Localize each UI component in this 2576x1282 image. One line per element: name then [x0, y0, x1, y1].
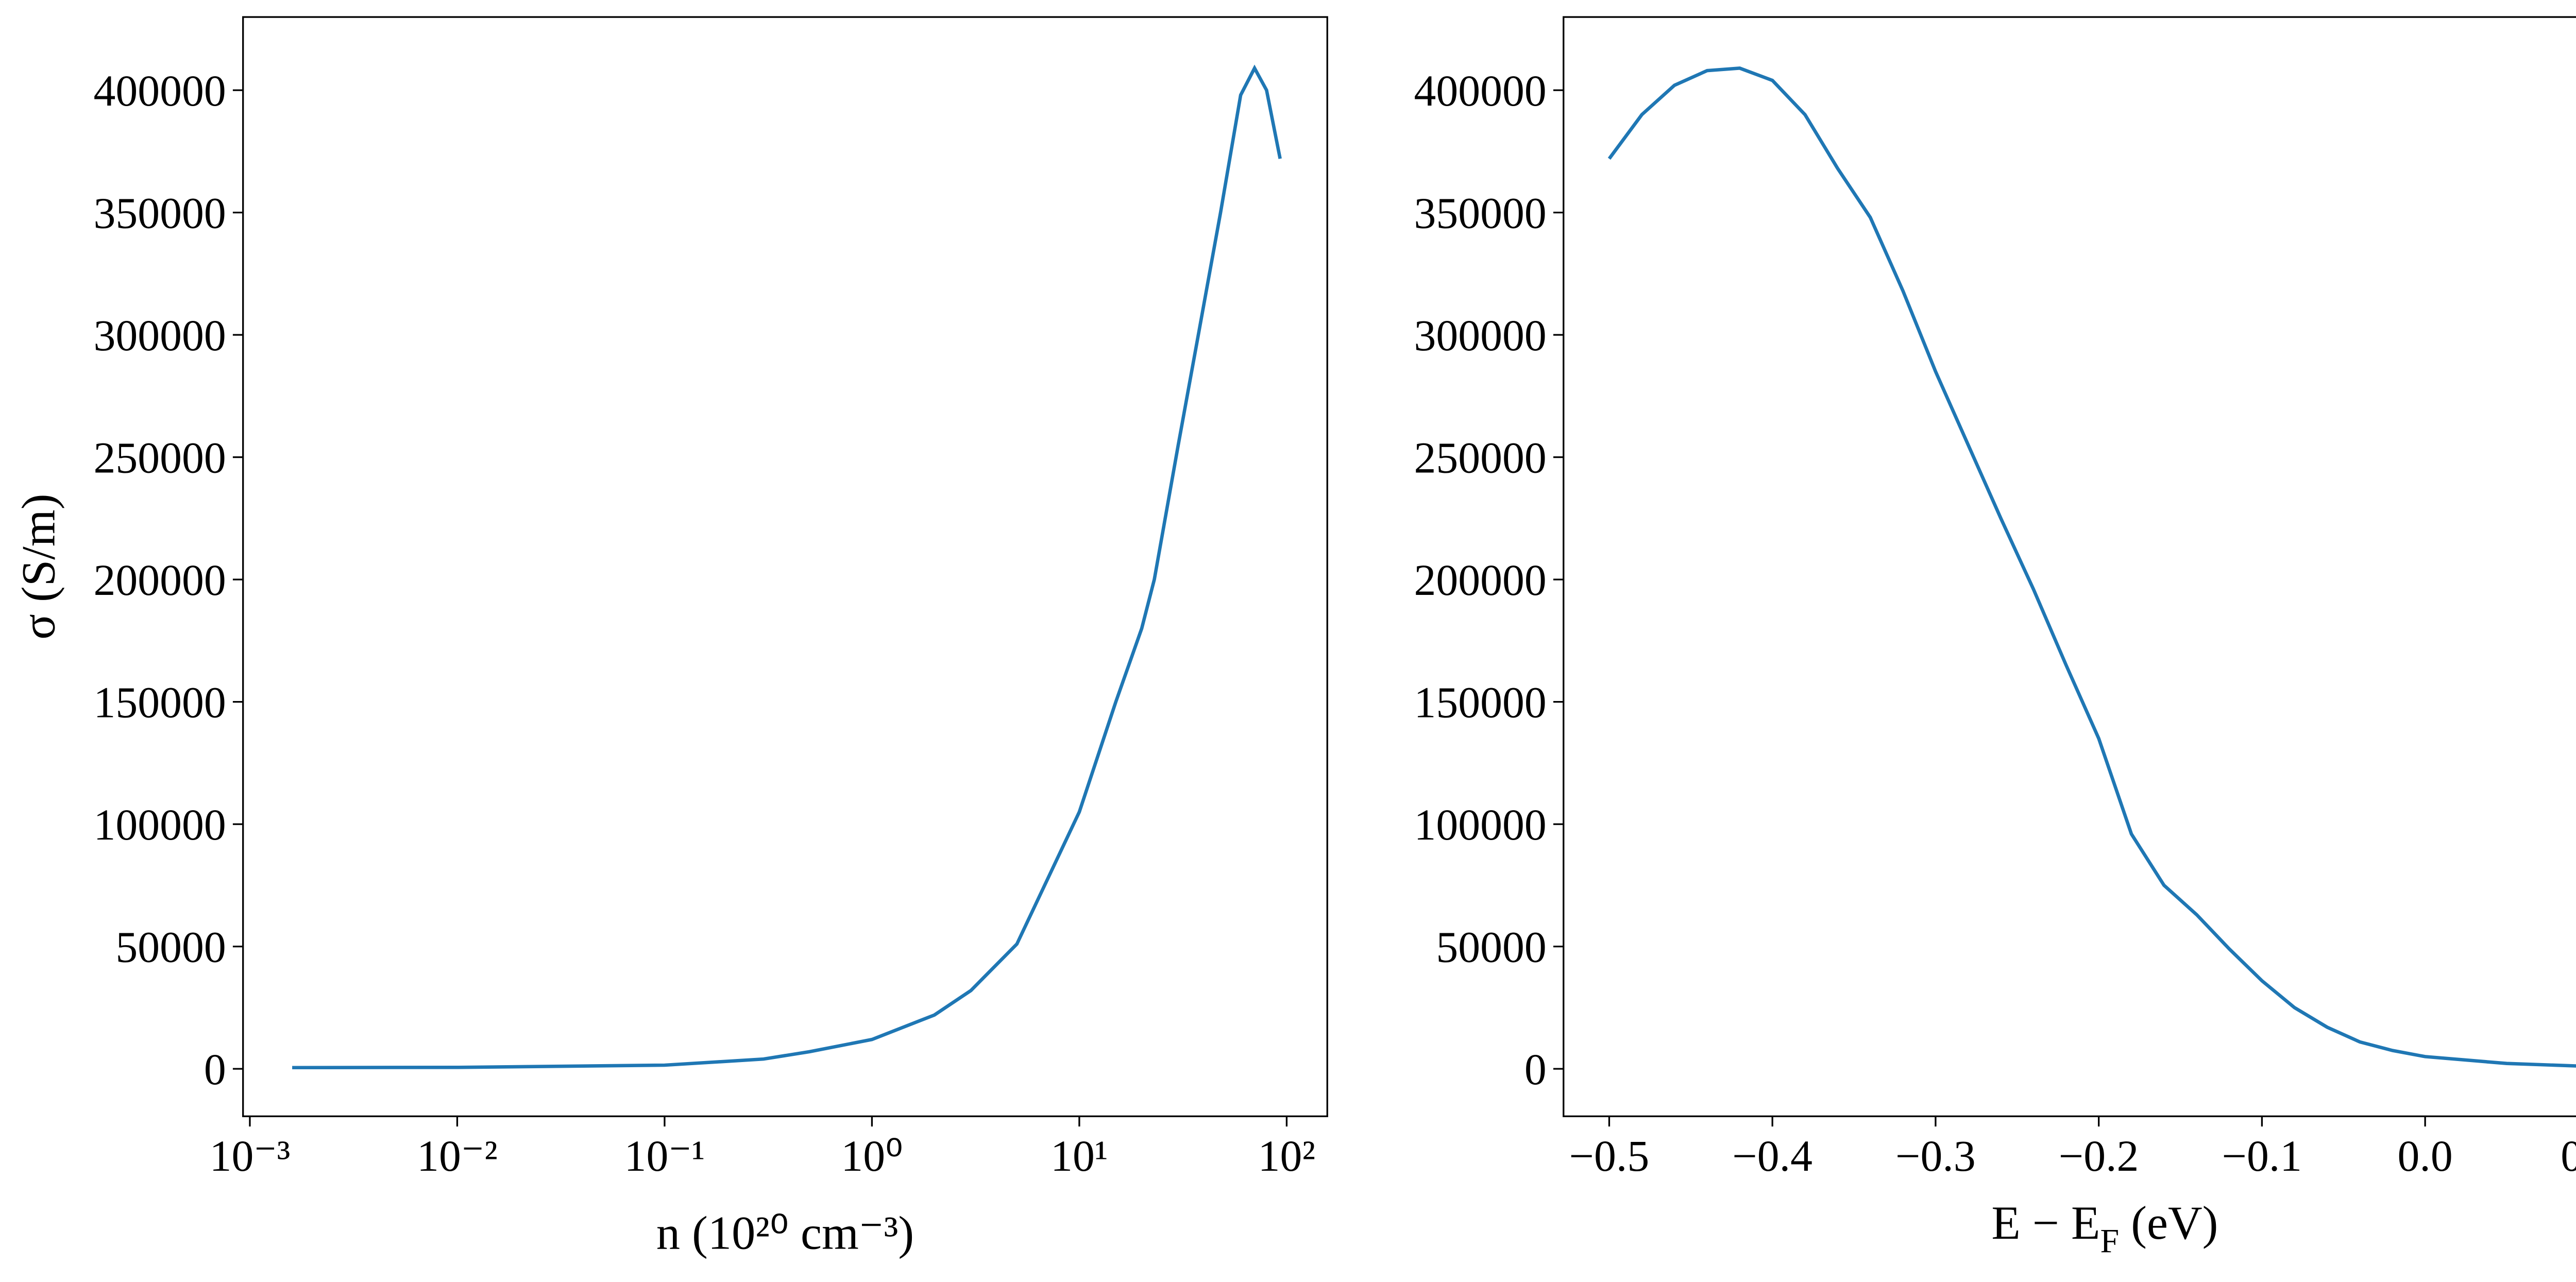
x-axis-label: n (10²⁰ cm⁻³): [656, 1207, 914, 1259]
y-tick-label: 350000: [93, 189, 226, 237]
line-series: [292, 64, 1282, 1070]
y-tick-label: 50000: [1436, 922, 1546, 971]
y-tick-label: 50000: [115, 922, 226, 971]
x-axis-label-part: (eV): [2119, 1196, 2218, 1249]
y-tick-label: 150000: [1414, 678, 1547, 727]
line-series: [1607, 66, 2576, 1068]
y-tick-label: 200000: [93, 556, 226, 605]
x-tick-label: 10²: [1258, 1132, 1315, 1181]
x-tick-label: 10⁻¹: [624, 1132, 705, 1181]
x-tick-label: 0.1: [2561, 1132, 2576, 1181]
x-axis-label-part: E − E: [1991, 1196, 2100, 1249]
y-tick-label: 400000: [1414, 66, 1547, 115]
y-tick-label: 0: [1524, 1045, 1547, 1094]
x-tick-label: 0.0: [2398, 1132, 2453, 1181]
y-tick-label: 300000: [1414, 311, 1547, 360]
plot-frame: [1563, 16, 2576, 1117]
y-tick-label: 350000: [1414, 189, 1547, 237]
plot-frame: [242, 16, 1328, 1117]
x-axis-label: E − EF (eV): [1991, 1196, 2218, 1260]
x-axis-label-part: F: [2100, 1222, 2119, 1260]
y-tick-label: 100000: [93, 800, 226, 849]
x-tick-label: −0.4: [1732, 1132, 1812, 1181]
x-tick-label: 10⁻³: [210, 1132, 291, 1181]
y-tick-label: 100000: [1414, 800, 1547, 849]
x-tick-label: −0.5: [1569, 1132, 1650, 1181]
y-tick-label: 0: [204, 1045, 226, 1094]
y-tick-label: 400000: [93, 66, 226, 115]
y-tick-label: 250000: [93, 433, 226, 482]
x-tick-label: −0.2: [2059, 1132, 2139, 1181]
x-tick-label: −0.1: [2222, 1132, 2302, 1181]
y-tick-label: 300000: [93, 311, 226, 360]
x-tick-label: −0.3: [1895, 1132, 1976, 1181]
y-tick-label: 150000: [93, 678, 226, 727]
y-tick-label: 200000: [1414, 556, 1547, 605]
x-tick-label: 10⁰: [841, 1132, 903, 1181]
y-axis-label: σ (S/m): [12, 494, 65, 640]
x-tick-label: 10⁻²: [417, 1132, 498, 1181]
x-tick-label: 10¹: [1050, 1132, 1108, 1181]
y-tick-label: 250000: [1414, 433, 1547, 482]
